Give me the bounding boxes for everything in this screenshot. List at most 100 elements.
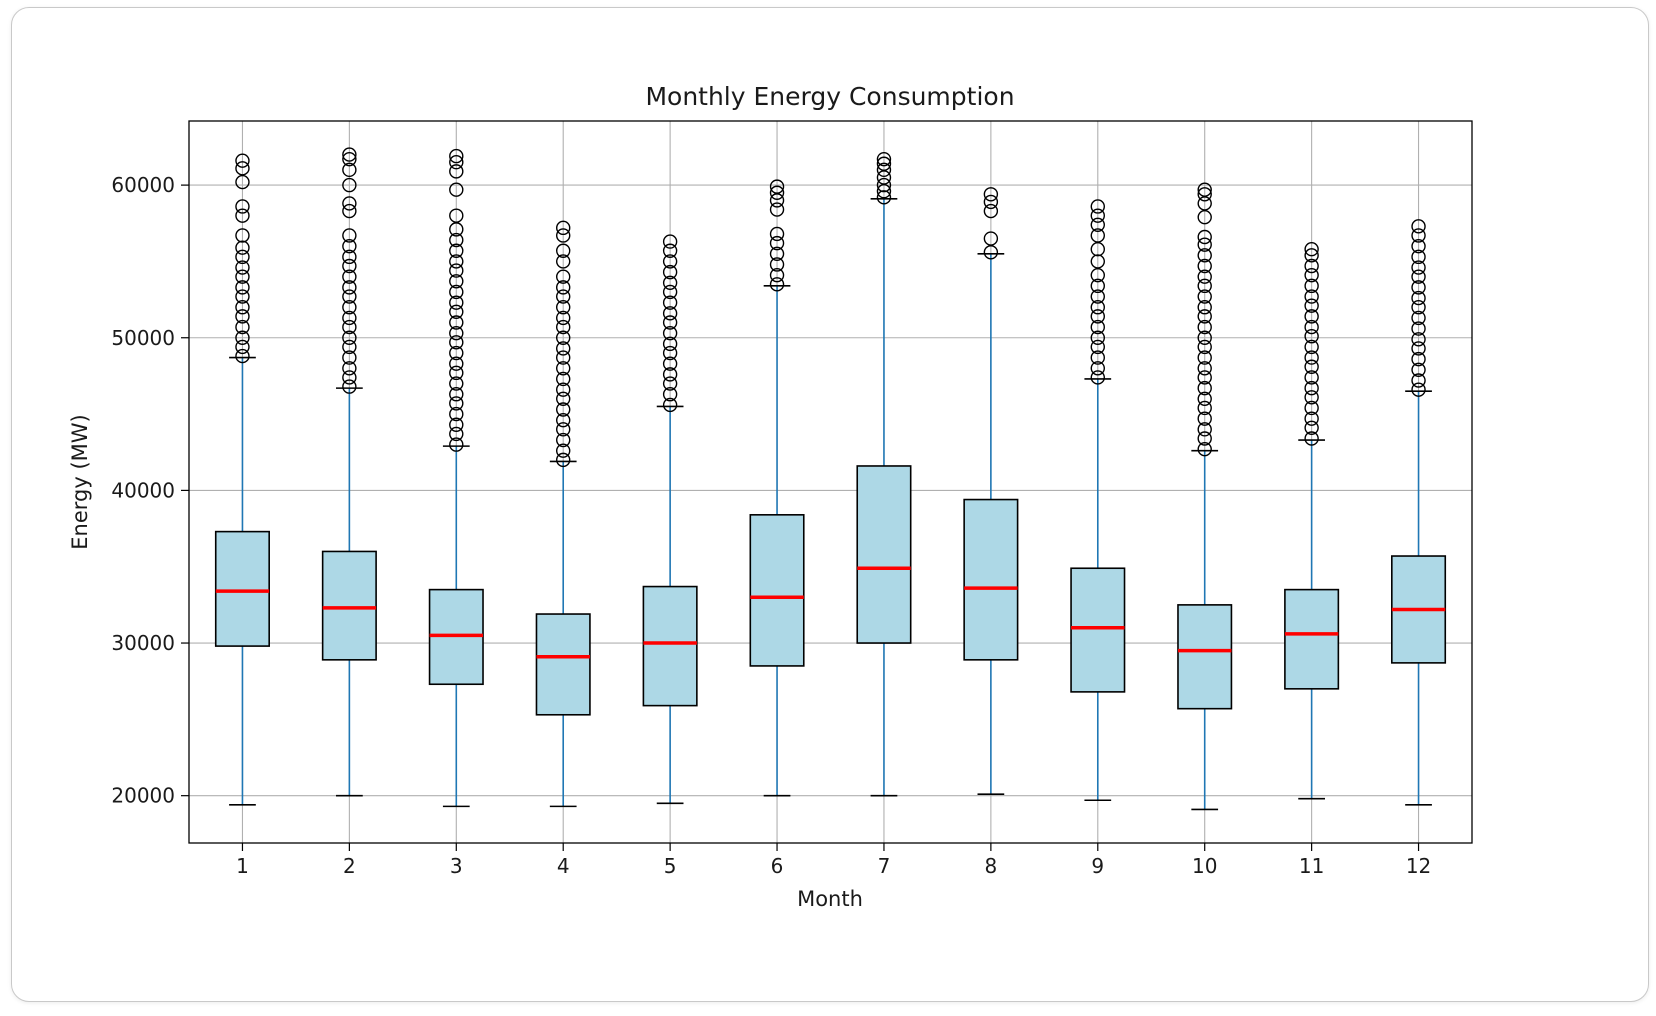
outlier-point	[556, 289, 571, 304]
outlier-point	[556, 310, 571, 326]
outlier-point	[449, 155, 464, 170]
outlier-point	[1411, 249, 1426, 265]
chart-card	[11, 7, 1649, 1002]
outlier-point	[662, 306, 678, 321]
x-tick-label: 1	[236, 854, 249, 878]
outlier-point	[1090, 278, 1105, 294]
outlier-point	[449, 387, 464, 402]
outlier-point	[235, 339, 250, 355]
outlier-point	[1197, 182, 1212, 197]
outlier-point	[235, 174, 250, 190]
outlier-point	[449, 263, 464, 278]
outlier-point	[1197, 350, 1212, 365]
outlier-point	[235, 280, 250, 295]
outlier-point	[1304, 258, 1319, 274]
outlier-point	[449, 295, 464, 310]
outlier-point	[449, 232, 464, 248]
box-iqr	[214, 530, 270, 647]
outlier-point	[449, 376, 464, 391]
y-tick-label: 50000	[111, 326, 175, 350]
x-tick-label: 3	[450, 854, 463, 878]
outlier-point	[1197, 431, 1212, 446]
outlier-point	[556, 443, 571, 458]
outlier-point	[1411, 382, 1426, 397]
outlier-point	[662, 315, 678, 330]
outlier-point	[342, 147, 357, 162]
box-iqr	[749, 514, 805, 667]
outlier-point	[556, 402, 571, 417]
outlier-point	[1090, 242, 1105, 257]
outlier-point	[876, 177, 892, 193]
outlier-point	[1197, 289, 1212, 304]
x-tick-label: 9	[1091, 854, 1104, 878]
x-tick-label: 12	[1406, 854, 1431, 878]
outlier-point	[342, 203, 357, 219]
outlier-point	[449, 356, 464, 371]
outlier-point	[1304, 278, 1319, 294]
outlier-point	[1304, 380, 1319, 396]
outlier-point	[556, 341, 571, 356]
outlier-point	[1304, 431, 1319, 446]
outlier-point	[1411, 300, 1426, 315]
outlier-point	[1197, 237, 1212, 252]
outlier-point	[235, 309, 250, 324]
outlier-point	[1197, 441, 1212, 457]
outlier-point	[1090, 370, 1105, 385]
outlier-point	[342, 289, 357, 304]
outlier-point	[449, 182, 464, 197]
outlier-point	[662, 387, 678, 402]
outlier-point	[662, 254, 678, 269]
outlier-point	[449, 274, 464, 289]
outlier-point	[1304, 370, 1319, 385]
outlier-point	[556, 412, 571, 428]
outliers	[235, 147, 1426, 468]
outlier-point	[342, 177, 357, 193]
outlier-point	[235, 161, 250, 176]
outlier-point	[556, 300, 571, 315]
outlier-point	[1304, 339, 1319, 355]
outlier-point	[1090, 330, 1105, 345]
x-tick-label: 2	[343, 854, 356, 878]
outlier-point	[1411, 260, 1426, 275]
outlier-point	[449, 254, 464, 269]
outlier-point	[449, 406, 464, 422]
outlier-point	[342, 319, 357, 335]
outlier-point	[662, 295, 678, 310]
outlier-point	[1090, 267, 1105, 283]
outlier-point	[556, 220, 571, 236]
outlier-point	[449, 222, 464, 237]
outlier-point	[556, 280, 571, 295]
outlier-point	[662, 376, 678, 391]
y-axis-ticks: 20000 30000 40000 50000 60000	[111, 173, 189, 808]
outlier-point	[342, 370, 357, 385]
outlier-point	[235, 228, 250, 243]
outlier-point	[342, 269, 357, 284]
outlier-point	[1090, 217, 1105, 232]
outlier-point	[1304, 319, 1319, 335]
outlier-point	[449, 315, 464, 330]
outlier-point	[342, 258, 357, 274]
outlier-point	[1090, 208, 1105, 223]
outlier-point	[1197, 229, 1212, 245]
outlier-point	[1411, 373, 1426, 388]
outlier-point	[449, 208, 464, 223]
outlier-point	[1304, 298, 1319, 313]
outlier-point	[662, 356, 678, 371]
outlier-point	[1411, 219, 1426, 234]
outlier-point	[662, 397, 678, 413]
outlier-point	[1197, 391, 1212, 407]
outlier-point	[449, 243, 464, 258]
x-tick-label: 10	[1192, 854, 1217, 878]
outlier-point	[1304, 242, 1319, 257]
outlier-point	[556, 391, 571, 407]
outlier-point	[556, 350, 571, 365]
outlier-point	[1411, 228, 1426, 243]
outlier-point	[235, 348, 250, 364]
outlier-point	[342, 196, 357, 211]
outlier-point	[662, 275, 678, 291]
outlier-point	[342, 361, 357, 376]
outlier-point	[1411, 280, 1426, 295]
outlier-point	[662, 264, 678, 280]
outlier-point	[1197, 411, 1212, 426]
